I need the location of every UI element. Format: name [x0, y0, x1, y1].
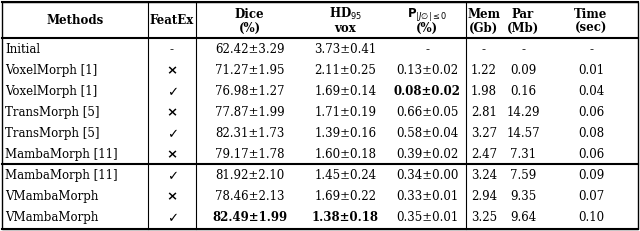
Text: Methods: Methods: [46, 14, 104, 27]
Text: 1.71±0.19: 1.71±0.19: [314, 106, 376, 119]
Text: -: -: [482, 43, 486, 56]
Text: 1.22: 1.22: [471, 64, 497, 77]
Text: 1.69±0.14: 1.69±0.14: [314, 85, 376, 97]
Text: -: -: [589, 43, 593, 56]
Text: $\boldsymbol{\times}$: $\boldsymbol{\times}$: [166, 106, 178, 119]
Text: MambaMorph [11]: MambaMorph [11]: [5, 147, 118, 160]
Text: 0.10: 0.10: [578, 210, 604, 223]
Text: 0.08±0.02: 0.08±0.02: [394, 85, 461, 97]
Text: Dice: Dice: [235, 7, 264, 20]
Text: VMambaMorph: VMambaMorph: [5, 189, 99, 202]
Text: (sec): (sec): [575, 21, 607, 34]
Text: 2.11±0.25: 2.11±0.25: [315, 64, 376, 77]
Text: $\checkmark$: $\checkmark$: [166, 85, 177, 97]
Text: 0.34±0.00: 0.34±0.00: [396, 168, 458, 181]
Text: 0.01: 0.01: [578, 64, 604, 77]
Text: 1.60±0.18: 1.60±0.18: [314, 147, 376, 160]
Text: HD$_{95}$: HD$_{95}$: [329, 6, 362, 22]
Text: 1.39±0.16: 1.39±0.16: [314, 126, 376, 139]
Text: 2.94: 2.94: [471, 189, 497, 202]
Text: 2.81: 2.81: [471, 106, 497, 119]
Text: 0.07: 0.07: [578, 189, 604, 202]
Text: 1.38±0.18: 1.38±0.18: [312, 210, 379, 223]
Text: 62.42±3.29: 62.42±3.29: [215, 43, 284, 56]
Text: (%): (%): [239, 21, 260, 34]
Text: 0.39±0.02: 0.39±0.02: [396, 147, 458, 160]
Text: (Mb): (Mb): [507, 21, 539, 34]
Text: 77.87±1.99: 77.87±1.99: [214, 106, 284, 119]
Text: 0.66±0.05: 0.66±0.05: [396, 106, 458, 119]
Text: 79.17±1.78: 79.17±1.78: [215, 147, 284, 160]
Text: 0.33±0.01: 0.33±0.01: [396, 189, 458, 202]
Text: $\boldsymbol{\times}$: $\boldsymbol{\times}$: [166, 189, 178, 202]
Text: VoxelMorph [1]: VoxelMorph [1]: [5, 64, 97, 77]
Text: $\boldsymbol{\times}$: $\boldsymbol{\times}$: [166, 64, 178, 77]
Text: 81.92±2.10: 81.92±2.10: [215, 168, 284, 181]
Text: TransMorph [5]: TransMorph [5]: [5, 126, 99, 139]
Text: 0.13±0.02: 0.13±0.02: [396, 64, 458, 77]
Text: Time: Time: [574, 7, 608, 20]
Text: Initial: Initial: [5, 43, 40, 56]
Text: TransMorph [5]: TransMorph [5]: [5, 106, 99, 119]
Text: 82.31±1.73: 82.31±1.73: [215, 126, 284, 139]
Text: 0.09: 0.09: [510, 64, 536, 77]
Text: 0.58±0.04: 0.58±0.04: [396, 126, 458, 139]
Text: FeatEx: FeatEx: [150, 14, 194, 27]
Text: $\checkmark$: $\checkmark$: [166, 210, 177, 223]
Text: (%): (%): [416, 21, 438, 34]
Text: (Gb): (Gb): [469, 21, 499, 34]
Text: 82.49±1.99: 82.49±1.99: [212, 210, 287, 223]
Text: 3.27: 3.27: [471, 126, 497, 139]
Text: 0.06: 0.06: [578, 106, 604, 119]
Text: 9.64: 9.64: [510, 210, 536, 223]
Text: Mem: Mem: [467, 7, 500, 20]
Text: 0.35±0.01: 0.35±0.01: [396, 210, 458, 223]
Text: Par: Par: [512, 7, 534, 20]
Text: -: -: [425, 43, 429, 56]
Text: 0.09: 0.09: [578, 168, 604, 181]
Text: 71.27±1.95: 71.27±1.95: [215, 64, 284, 77]
Text: $\boldsymbol{\times}$: $\boldsymbol{\times}$: [166, 147, 178, 160]
Text: 0.16: 0.16: [510, 85, 536, 97]
Text: 3.25: 3.25: [471, 210, 497, 223]
Text: 1.98: 1.98: [471, 85, 497, 97]
Text: 3.73±0.41: 3.73±0.41: [314, 43, 376, 56]
Text: vox: vox: [335, 21, 356, 34]
Text: 76.98±1.27: 76.98±1.27: [215, 85, 284, 97]
Text: 78.46±2.13: 78.46±2.13: [215, 189, 284, 202]
Text: VMambaMorph: VMambaMorph: [5, 210, 99, 223]
Text: $\checkmark$: $\checkmark$: [166, 168, 177, 181]
Text: 3.24: 3.24: [471, 168, 497, 181]
Text: $\checkmark$: $\checkmark$: [166, 126, 177, 139]
Text: 0.06: 0.06: [578, 147, 604, 160]
Text: -: -: [521, 43, 525, 56]
Text: 1.69±0.22: 1.69±0.22: [314, 189, 376, 202]
Text: 2.47: 2.47: [471, 147, 497, 160]
Text: 7.59: 7.59: [510, 168, 536, 181]
Text: $\mathbf{P}_{|J\varnothing|\leq 0}$: $\mathbf{P}_{|J\varnothing|\leq 0}$: [406, 6, 447, 22]
Text: -: -: [170, 43, 174, 56]
Text: MambaMorph [11]: MambaMorph [11]: [5, 168, 118, 181]
Text: VoxelMorph [1]: VoxelMorph [1]: [5, 85, 97, 97]
Text: 7.31: 7.31: [510, 147, 536, 160]
Text: 14.29: 14.29: [506, 106, 540, 119]
Text: 0.08: 0.08: [578, 126, 604, 139]
Text: 1.45±0.24: 1.45±0.24: [314, 168, 376, 181]
Text: 9.35: 9.35: [510, 189, 536, 202]
Text: 14.57: 14.57: [506, 126, 540, 139]
Text: 0.04: 0.04: [578, 85, 604, 97]
